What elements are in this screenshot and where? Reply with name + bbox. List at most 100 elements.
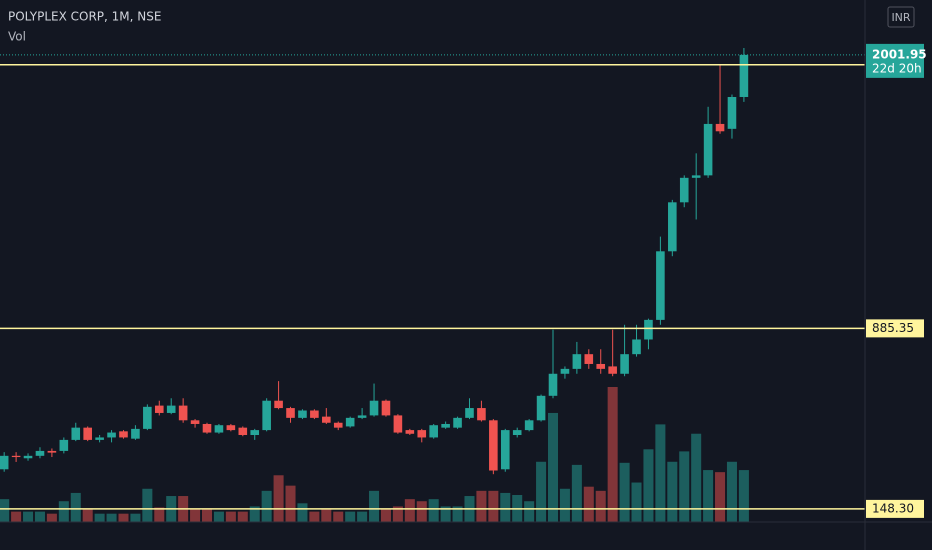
volume-bar xyxy=(106,513,117,522)
candle-body xyxy=(322,416,331,423)
candle-body xyxy=(691,175,701,178)
candle-body xyxy=(381,400,391,416)
candle-body xyxy=(548,373,558,396)
candle-body xyxy=(274,400,283,409)
candle-body xyxy=(286,408,295,418)
candle-body xyxy=(632,339,641,355)
volume-bar xyxy=(428,499,439,522)
candle-body xyxy=(608,366,617,374)
volume-bar xyxy=(285,485,296,522)
candle-body xyxy=(560,368,570,374)
currency-label[interactable]: INR xyxy=(891,11,910,24)
volume-bar xyxy=(142,488,153,522)
candle-body xyxy=(524,420,534,431)
volume-bar xyxy=(369,490,380,522)
candle-body xyxy=(250,430,260,435)
volume-bar xyxy=(321,509,332,522)
candle-body xyxy=(119,431,128,438)
volume-bar xyxy=(679,451,690,522)
candle-body xyxy=(668,202,677,252)
volume-bar xyxy=(583,486,594,522)
volume-bar xyxy=(571,464,582,522)
candle-body xyxy=(620,354,629,374)
chart-title: POLYPLEX CORP, 1M, NSE xyxy=(8,10,161,24)
currency-badge[interactable] xyxy=(887,6,915,28)
volume-bar xyxy=(23,511,34,522)
candle-body xyxy=(739,54,749,97)
volume-bar xyxy=(345,511,356,522)
candle-body xyxy=(405,430,415,434)
volume-bar xyxy=(655,424,666,522)
candle-body xyxy=(190,420,200,424)
volume-bar xyxy=(726,461,737,522)
volume-bar xyxy=(190,509,201,522)
volume-bar xyxy=(488,490,499,522)
volume-bar xyxy=(404,499,415,522)
volume-bar xyxy=(34,511,45,522)
candle-body xyxy=(393,415,403,433)
volume-bar xyxy=(297,503,308,522)
volume-bar xyxy=(643,449,654,522)
hline-label: 885.35 xyxy=(872,321,914,335)
candle-body xyxy=(429,425,438,438)
last-price-label: 2001.95 xyxy=(872,47,927,61)
candle-body xyxy=(512,430,522,435)
candle-body xyxy=(656,251,665,320)
volume-bar xyxy=(201,509,213,522)
candle-body xyxy=(71,427,81,440)
volume-bar xyxy=(500,492,511,522)
volume-bar xyxy=(130,513,141,522)
volume-bar xyxy=(703,470,714,522)
volume-bar xyxy=(380,509,391,522)
volume-bar xyxy=(0,499,10,522)
candle-body xyxy=(584,354,594,364)
candle-body xyxy=(178,405,188,421)
countdown-label: 22d 20h xyxy=(872,61,922,75)
candle-body xyxy=(47,450,57,453)
candle-body xyxy=(23,455,33,459)
candle-body xyxy=(226,425,236,431)
candle-body xyxy=(441,423,450,428)
candle-body xyxy=(59,439,69,451)
volume-bar xyxy=(691,433,702,522)
candle-body xyxy=(703,123,713,176)
candle-body xyxy=(11,455,21,458)
candle-body xyxy=(679,177,689,203)
hline-label-box xyxy=(866,319,924,338)
volume-bar xyxy=(416,501,427,522)
volume-bar xyxy=(357,511,368,522)
candle-body xyxy=(596,363,606,369)
candle-body xyxy=(727,96,737,129)
last-price-box xyxy=(866,43,924,78)
candle-body xyxy=(536,395,546,421)
volume-bar xyxy=(154,507,165,522)
candle-body xyxy=(500,430,510,470)
candle-body xyxy=(310,410,319,418)
candle-body xyxy=(369,400,379,416)
candle-body xyxy=(143,406,152,429)
hline-label: 148.30 xyxy=(872,501,914,515)
volume-bar xyxy=(118,513,129,522)
candle-body xyxy=(644,319,653,340)
candle-body xyxy=(357,415,367,418)
volume-bar xyxy=(715,472,726,522)
volume-bar xyxy=(738,470,749,522)
volume-bar xyxy=(559,488,570,522)
candle-body xyxy=(107,432,116,438)
volume-bar xyxy=(261,490,272,522)
candle-body xyxy=(0,455,9,470)
candle-body xyxy=(465,408,474,418)
candle-body xyxy=(345,417,355,427)
volume-bar xyxy=(94,513,105,522)
candle-body xyxy=(417,430,427,438)
volume-bar xyxy=(11,511,22,522)
volume-bar xyxy=(333,511,344,522)
candle-body xyxy=(572,354,582,369)
volume-bar xyxy=(524,501,535,522)
volume-bar xyxy=(273,475,284,522)
volume-bar xyxy=(70,492,81,522)
candle-body xyxy=(214,425,224,433)
volume-bar xyxy=(249,506,260,522)
